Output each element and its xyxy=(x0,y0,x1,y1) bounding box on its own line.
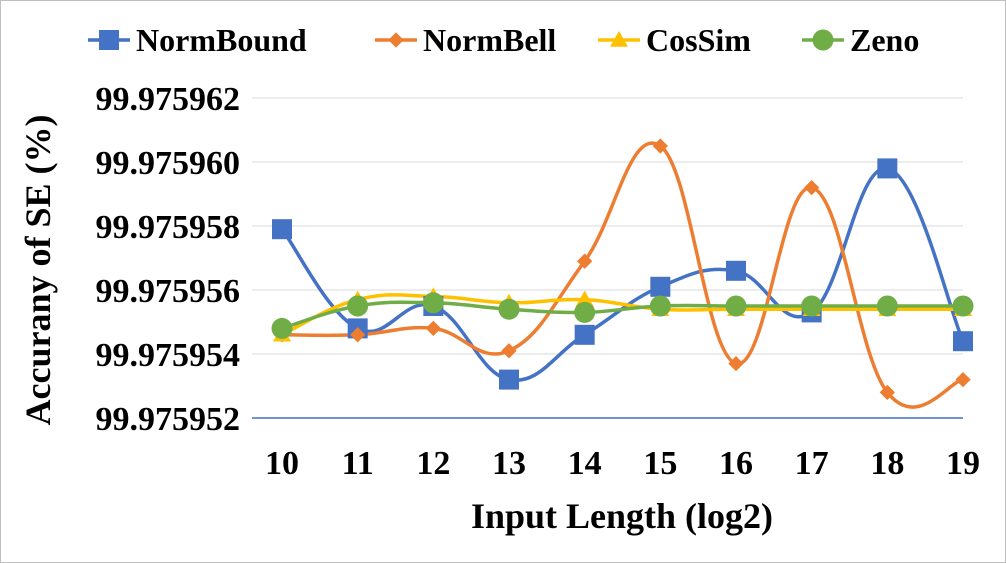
data-point-normbell xyxy=(804,179,820,196)
data-point-normbound xyxy=(574,324,595,345)
y-tick-label: 99.975962 xyxy=(96,81,241,118)
data-point-zeno xyxy=(574,301,596,323)
legend-label: CosSim xyxy=(646,22,751,58)
data-point-zeno xyxy=(649,295,671,317)
y-tick-label: 99.975960 xyxy=(96,145,241,182)
x-axis-ticks: 10 11 12 13 14 15 16 17 18 19 xyxy=(265,445,980,482)
data-point-cossim xyxy=(575,290,594,307)
data-point-zeno xyxy=(725,295,747,317)
x-tick-label: 17 xyxy=(795,445,829,482)
x-tick-label: 14 xyxy=(568,445,602,482)
x-tick-label: 18 xyxy=(870,445,904,482)
data-point-normbell xyxy=(955,371,971,388)
data-point-normbell xyxy=(425,320,441,337)
series-line-normbound xyxy=(280,166,965,383)
gridlines xyxy=(252,97,963,419)
data-point-normbell xyxy=(577,253,593,269)
series-lines xyxy=(280,141,965,409)
data-point-normbound xyxy=(877,158,898,179)
legend-label: Zeno xyxy=(850,22,919,58)
x-tick-label: 11 xyxy=(342,445,374,482)
data-point-normbell xyxy=(879,384,895,401)
data-point-normbound xyxy=(650,276,671,297)
x-tick-label: 13 xyxy=(492,445,526,482)
legend-marker-zeno xyxy=(812,29,834,51)
legend-label: NormBell xyxy=(423,22,556,58)
series-line-normbell xyxy=(281,141,964,409)
x-tick-label: 16 xyxy=(719,445,753,482)
data-point-normbell xyxy=(350,327,366,343)
x-tick-label: 19 xyxy=(946,445,980,482)
y-tick-label: 99.975956 xyxy=(96,273,241,310)
data-point-normbound xyxy=(272,219,292,240)
data-point-zeno xyxy=(876,295,898,317)
legend-marker-cossim xyxy=(610,31,628,47)
x-tick-label: 15 xyxy=(643,445,677,482)
data-point-zeno xyxy=(422,292,444,314)
data-point-normbound xyxy=(953,331,973,352)
legend-marker-normbell xyxy=(388,32,404,48)
series-markers xyxy=(271,138,974,401)
data-point-zeno xyxy=(801,295,823,317)
y-axis-title: Accurany of SE (%) xyxy=(18,115,58,426)
data-point-normbound xyxy=(499,369,519,390)
x-tick-label: 12 xyxy=(416,445,450,482)
data-point-normbell xyxy=(652,138,668,154)
series-line-zeno xyxy=(281,300,963,331)
y-axis-ticks: 99.975952 99.975954 99.975956 99.975958 99.9… xyxy=(96,81,241,438)
data-point-zeno xyxy=(952,295,974,317)
data-point-zeno xyxy=(271,317,293,339)
data-point-normbound xyxy=(726,260,746,281)
y-tick-label: 99.975958 xyxy=(96,209,241,246)
data-point-zeno xyxy=(498,298,520,320)
y-tick-label: 99.975954 xyxy=(96,337,241,374)
legend: NormBound NormBell CosSim Zeno xyxy=(88,22,919,58)
x-tick-label: 10 xyxy=(265,445,299,482)
x-axis-title: Input Length (log2) xyxy=(471,496,773,536)
data-point-normbell xyxy=(728,355,744,372)
data-point-zeno xyxy=(347,295,369,317)
series-line-cossim xyxy=(281,293,963,337)
data-point-normbell xyxy=(501,343,517,359)
y-tick-label: 99.975952 xyxy=(96,401,241,438)
legend-label: NormBound xyxy=(136,22,307,58)
legend-marker-normbound xyxy=(99,30,119,50)
